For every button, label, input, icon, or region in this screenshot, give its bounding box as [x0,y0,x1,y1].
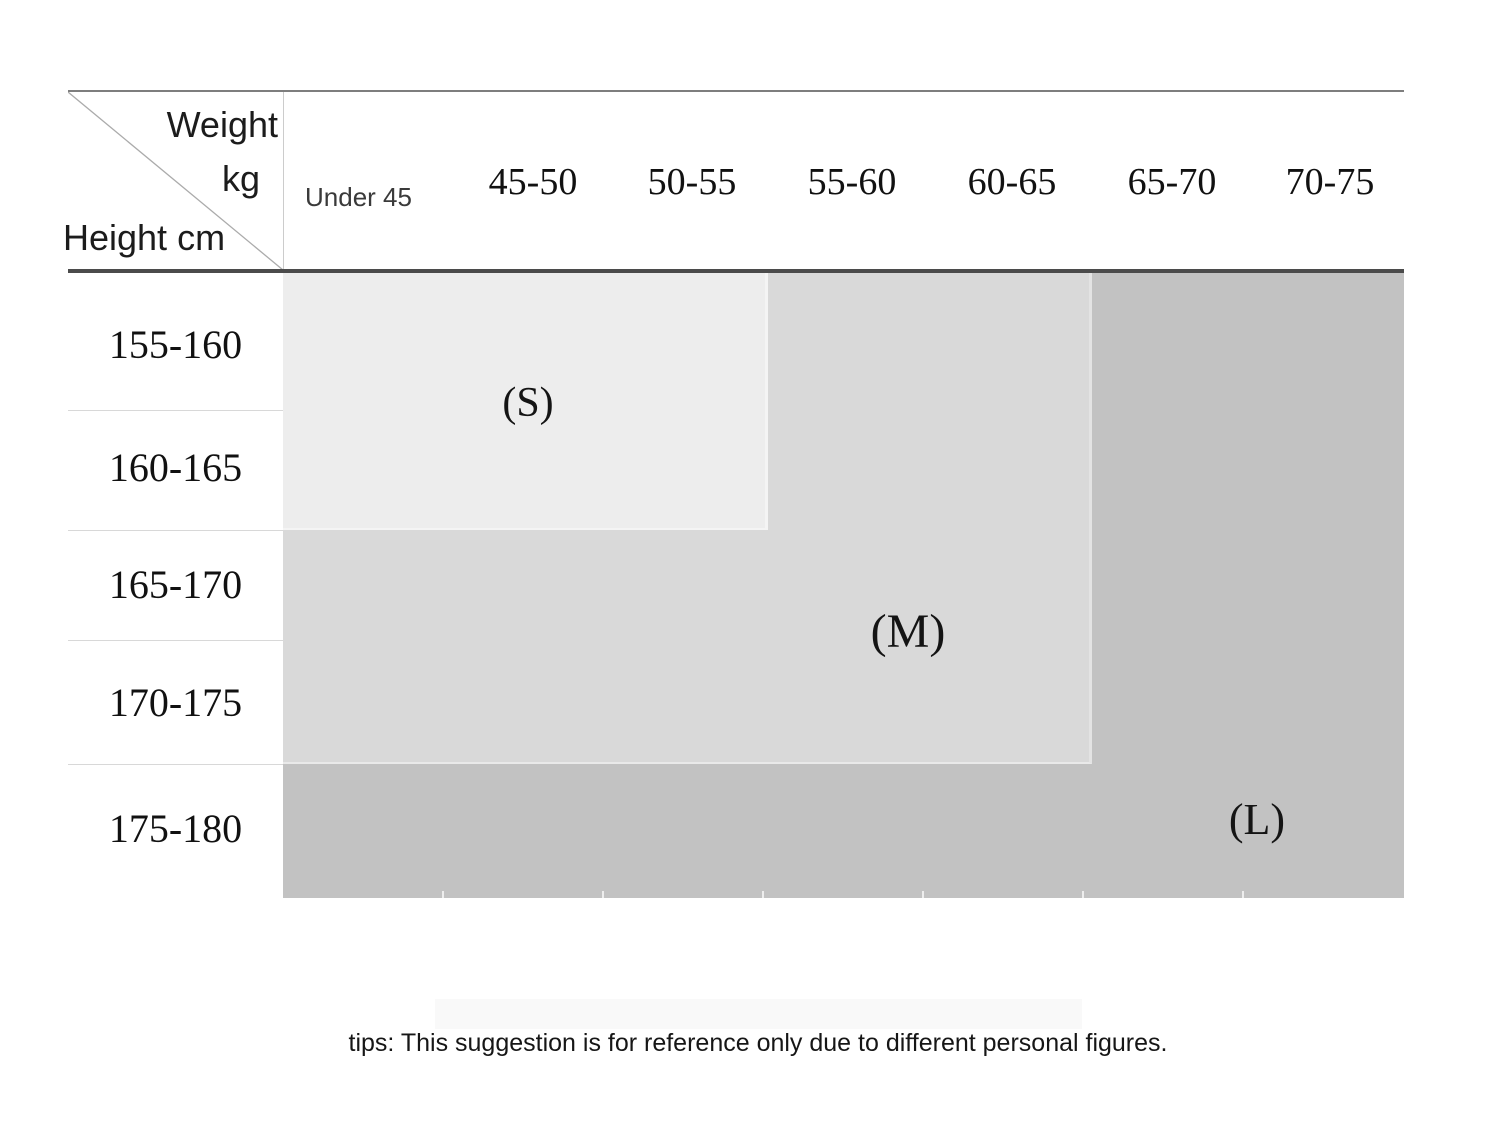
column-tick [442,891,444,898]
row-header-165-170: 165-170 [108,562,243,607]
column-header-60-65: 60-65 [967,161,1057,203]
watermark-band [435,999,1082,1029]
column-header-45-50: 45-50 [488,161,578,203]
column-tick [922,891,924,898]
size-label-m: (M) [870,605,946,658]
row-header-170-175: 170-175 [108,680,243,725]
corner-weight-unit-label: kg [221,158,260,199]
column-tick [1082,891,1084,898]
table-top-border [68,90,1404,92]
corner-height-label: Height cm [63,217,226,258]
size-region-small [283,272,768,530]
corner-weight-label: Weight [166,104,278,145]
row-header-160-165: 160-165 [108,445,243,490]
row-header-175-180: 175-180 [108,806,243,851]
column-tick [602,891,604,898]
corner-right-divider [283,92,284,269]
row-divider [68,640,283,641]
column-header-65-70: 65-70 [1127,161,1217,203]
row-header-155-160: 155-160 [108,322,243,367]
column-header-70-75: 70-75 [1285,161,1375,203]
diagonal-divider [68,92,284,270]
column-tick [1242,891,1244,898]
row-divider [68,530,283,531]
column-header-50-55: 50-55 [647,161,737,203]
column-header-55-60: 55-60 [807,161,897,203]
row-divider [68,764,283,765]
row-divider [68,410,283,411]
tips-text: tips: This suggestion is for reference o… [348,1029,1168,1057]
header-bottom-border [68,269,1404,273]
size-label-l: (L) [1228,795,1286,844]
column-tick [762,891,764,898]
column-header-under-45: Under 45 [305,182,412,212]
size-label-s: (S) [502,380,554,426]
